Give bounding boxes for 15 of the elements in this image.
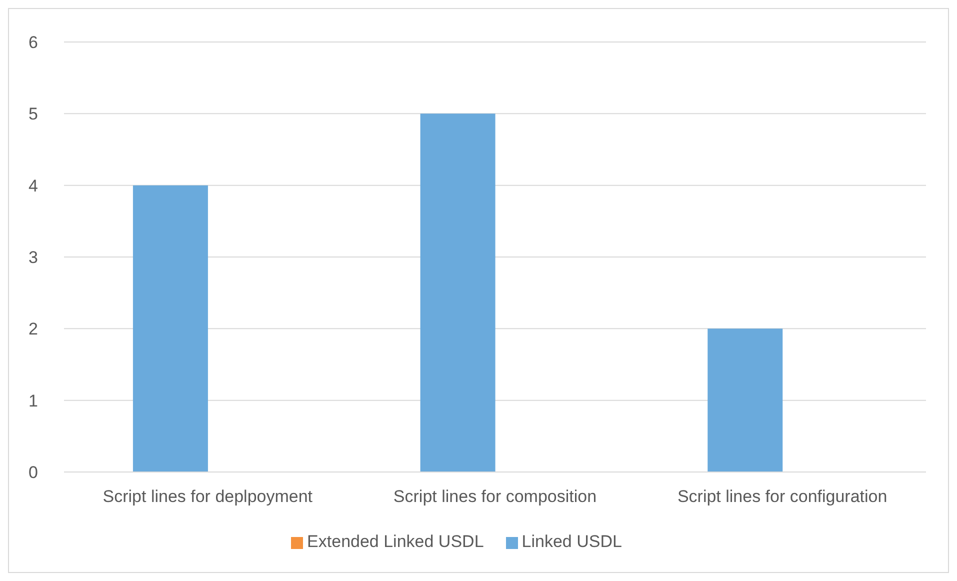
y-tick-label: 3 xyxy=(28,248,38,268)
y-tick-label: 4 xyxy=(28,176,38,196)
y-tick-label: 2 xyxy=(28,320,38,339)
bar xyxy=(708,328,783,472)
x-tick-label: Script lines for configuration xyxy=(677,487,888,506)
bar xyxy=(420,114,496,472)
y-tick-label: 5 xyxy=(28,104,38,124)
y-tick-label: 0 xyxy=(28,463,38,482)
bar xyxy=(132,185,208,472)
x-tick-label: Script lines for deplpoyment xyxy=(102,487,313,506)
y-tick-label: 1 xyxy=(28,391,38,410)
x-tick-label: Script lines for composition xyxy=(393,487,597,506)
legend-label: Linked USDL xyxy=(522,532,622,551)
legend-label: Extended Linked USDL xyxy=(307,532,484,551)
y-tick-label: 6 xyxy=(28,33,38,52)
